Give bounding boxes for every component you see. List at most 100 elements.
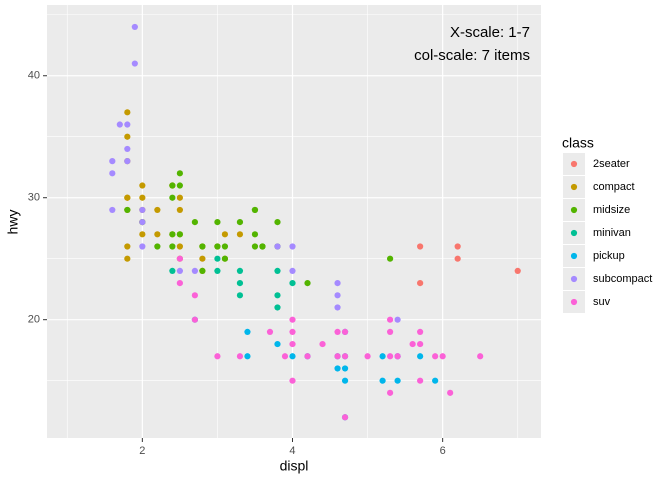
point: [214, 353, 221, 360]
legend-title: class: [562, 135, 594, 151]
point: [124, 243, 131, 250]
legend-label: suv: [593, 296, 611, 308]
point: [417, 243, 424, 250]
legend-marker: [570, 275, 578, 283]
points: [109, 23, 521, 421]
point: [176, 231, 183, 238]
point: [334, 353, 341, 360]
point: [116, 121, 123, 128]
point: [139, 231, 146, 238]
point: [386, 389, 394, 396]
point: [289, 328, 296, 335]
point: [409, 340, 416, 348]
point: [289, 279, 296, 287]
point: [236, 279, 244, 287]
point: [221, 243, 229, 250]
point: [304, 279, 311, 287]
point: [139, 219, 146, 226]
point: [176, 267, 183, 274]
x-tick-label: 2: [139, 445, 145, 457]
point: [341, 328, 349, 335]
point: [289, 267, 296, 274]
legend-label: minivan: [593, 227, 631, 239]
point: [139, 182, 146, 189]
point: [176, 182, 183, 189]
point: [334, 279, 341, 287]
point: [334, 304, 341, 311]
point: [251, 206, 259, 214]
point: [432, 353, 439, 360]
point: [191, 219, 198, 226]
point: [289, 353, 296, 360]
point: [379, 353, 386, 360]
point: [289, 243, 296, 250]
point: [334, 328, 341, 335]
point: [131, 23, 138, 31]
point: [154, 231, 161, 238]
point: [274, 304, 281, 311]
legend-marker: [570, 298, 578, 306]
x-tick-label: 6: [440, 445, 446, 457]
point: [417, 340, 424, 348]
y-axis-label: hwy: [5, 210, 21, 235]
point: [274, 267, 281, 274]
point: [176, 194, 183, 201]
point: [266, 328, 274, 335]
point: [334, 365, 341, 372]
point: [236, 231, 244, 238]
point: [251, 243, 259, 250]
point: [289, 340, 296, 348]
point: [454, 255, 461, 262]
legend-label: pickup: [593, 250, 625, 262]
point: [124, 145, 131, 153]
legend-label: compact: [593, 181, 635, 193]
point: [191, 316, 198, 323]
point: [259, 243, 266, 250]
point: [274, 340, 281, 348]
point: [176, 279, 183, 287]
point: [109, 158, 116, 165]
annotation: X-scale: 1-7: [450, 24, 530, 41]
point: [386, 255, 394, 262]
x-tick-label: 4: [289, 445, 295, 457]
point: [139, 206, 146, 214]
point: [109, 170, 116, 177]
point: [447, 389, 454, 396]
point: [176, 255, 183, 262]
point: [417, 279, 424, 287]
point: [386, 328, 394, 335]
y-tick-label: 20: [28, 314, 40, 326]
x-axis-label: displ: [280, 458, 309, 474]
point: [334, 292, 341, 299]
point: [214, 267, 221, 274]
point: [124, 158, 131, 165]
point: [477, 353, 484, 360]
point: [236, 267, 244, 274]
point: [176, 170, 183, 177]
point: [199, 255, 206, 262]
legend-label: subcompact: [593, 273, 652, 285]
point: [169, 231, 176, 238]
point: [341, 414, 349, 421]
annotation: col-scale: 7 items: [414, 47, 530, 64]
point: [221, 255, 229, 262]
point: [169, 182, 176, 189]
point: [124, 206, 131, 214]
point: [131, 60, 138, 67]
point: [341, 365, 349, 372]
legend-marker: [570, 183, 578, 191]
point: [124, 109, 131, 116]
point: [139, 194, 146, 201]
point: [274, 219, 281, 226]
point: [386, 316, 394, 323]
point: [394, 316, 401, 323]
point: [236, 292, 244, 299]
y-tick-label: 30: [28, 192, 40, 204]
point: [169, 267, 176, 274]
point: [214, 243, 221, 250]
point: [341, 353, 349, 360]
point: [341, 377, 349, 384]
point: [176, 206, 183, 214]
point: [454, 243, 461, 250]
